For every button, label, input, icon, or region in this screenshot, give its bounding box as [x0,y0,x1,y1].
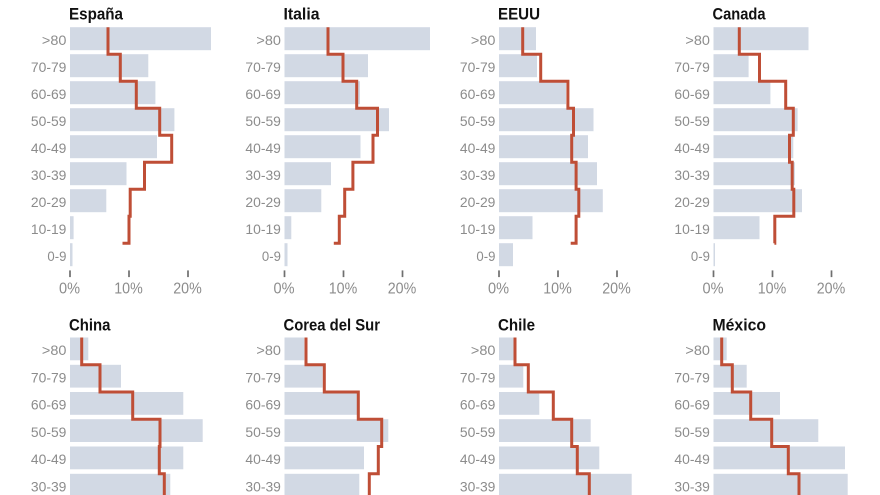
svg-text:10-19: 10-19 [31,221,67,237]
svg-text:México: México [713,315,767,334]
svg-text:30-39: 30-39 [460,478,496,494]
svg-text:40-49: 40-49 [674,451,710,467]
svg-text:Canada: Canada [713,4,766,23]
svg-text:70-79: 70-79 [31,369,67,385]
svg-text:60-69: 60-69 [245,397,281,413]
svg-text:20-29: 20-29 [31,194,67,210]
svg-text:40-49: 40-49 [460,451,496,467]
svg-text:10%: 10% [114,280,143,297]
svg-text:0-9: 0-9 [691,248,710,264]
svg-text:Chile: Chile [498,315,535,334]
svg-text:70-79: 70-79 [674,59,710,75]
svg-text:>80: >80 [471,32,496,48]
svg-text:60-69: 60-69 [674,86,710,102]
svg-text:70-79: 70-79 [460,369,496,385]
svg-text:30-39: 30-39 [674,478,710,494]
svg-text:10%: 10% [329,280,358,297]
svg-text:70-79: 70-79 [245,59,281,75]
svg-text:50-59: 50-59 [245,113,281,129]
svg-text:20-29: 20-29 [460,194,496,210]
svg-text:10%: 10% [758,280,787,297]
svg-text:>80: >80 [42,342,67,358]
svg-text:30-39: 30-39 [31,167,67,183]
svg-text:0-9: 0-9 [47,248,66,264]
svg-text:>80: >80 [471,342,496,358]
svg-text:70-79: 70-79 [245,369,281,385]
svg-text:0%: 0% [59,280,80,297]
svg-text:50-59: 50-59 [674,113,710,129]
svg-text:10%: 10% [543,280,572,297]
svg-text:10-19: 10-19 [674,221,710,237]
svg-text:40-49: 40-49 [674,140,710,156]
svg-text:20%: 20% [602,280,631,297]
svg-text:10-19: 10-19 [460,221,496,237]
svg-text:60-69: 60-69 [460,397,496,413]
svg-text:30-39: 30-39 [245,478,281,494]
svg-text:>80: >80 [685,342,710,358]
svg-text:>80: >80 [685,32,710,48]
svg-text:EEUU: EEUU [498,4,540,23]
svg-text:20%: 20% [173,280,202,297]
svg-text:>80: >80 [256,342,281,358]
svg-text:30-39: 30-39 [460,167,496,183]
svg-text:España: España [69,4,123,23]
svg-text:50-59: 50-59 [460,113,496,129]
svg-text:70-79: 70-79 [674,369,710,385]
svg-text:40-49: 40-49 [31,451,67,467]
svg-text:40-49: 40-49 [31,140,67,156]
svg-text:60-69: 60-69 [31,86,67,102]
svg-text:0-9: 0-9 [262,248,281,264]
svg-text:0%: 0% [274,280,295,297]
svg-text:60-69: 60-69 [674,397,710,413]
svg-text:20-29: 20-29 [245,194,281,210]
svg-text:Italia: Italia [284,4,320,23]
svg-text:20-29: 20-29 [674,194,710,210]
svg-text:60-69: 60-69 [245,86,281,102]
svg-text:China: China [69,315,111,334]
svg-text:>80: >80 [42,32,67,48]
svg-text:50-59: 50-59 [460,424,496,440]
svg-text:60-69: 60-69 [31,397,67,413]
svg-text:50-59: 50-59 [31,424,67,440]
svg-text:70-79: 70-79 [31,59,67,75]
svg-text:50-59: 50-59 [674,424,710,440]
svg-text:20%: 20% [817,280,846,297]
svg-text:40-49: 40-49 [245,140,281,156]
svg-text:60-69: 60-69 [460,86,496,102]
svg-text:Corea del Sur: Corea del Sur [284,315,381,334]
svg-text:30-39: 30-39 [674,167,710,183]
svg-text:10-19: 10-19 [245,221,281,237]
svg-text:>80: >80 [256,32,281,48]
svg-text:0%: 0% [703,280,724,297]
svg-text:40-49: 40-49 [245,451,281,467]
svg-text:0%: 0% [488,280,509,297]
svg-text:0-9: 0-9 [476,248,495,264]
svg-text:30-39: 30-39 [31,478,67,494]
svg-text:70-79: 70-79 [460,59,496,75]
svg-text:40-49: 40-49 [460,140,496,156]
svg-text:30-39: 30-39 [245,167,281,183]
svg-text:20%: 20% [388,280,417,297]
svg-text:50-59: 50-59 [245,424,281,440]
svg-text:50-59: 50-59 [31,113,67,129]
